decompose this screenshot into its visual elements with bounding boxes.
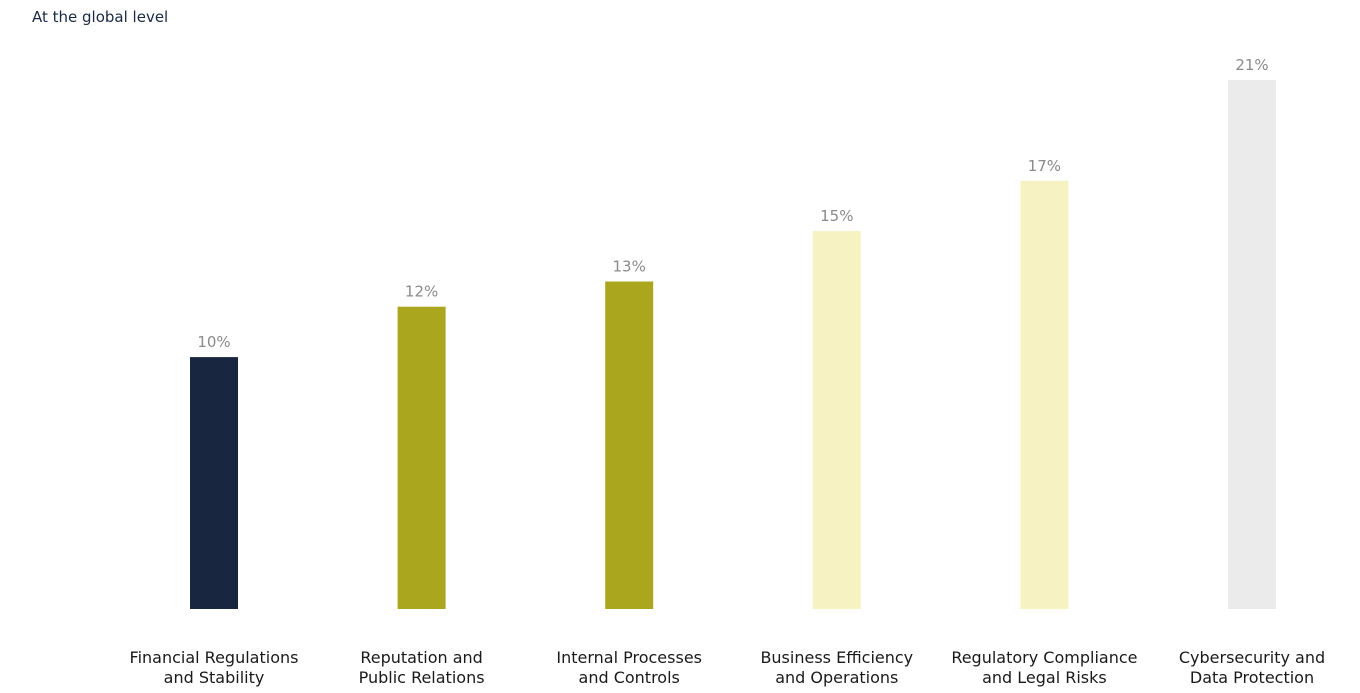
bar-2 <box>397 306 446 609</box>
value-label-2: 12% <box>405 283 438 301</box>
value-label-5: 17% <box>1028 157 1061 175</box>
bar-3 <box>605 281 654 609</box>
value-label-3: 13% <box>613 258 646 276</box>
category-label-6: Cybersecurity and Data Protection <box>1179 648 1325 687</box>
bar-1 <box>190 357 238 609</box>
category-label-3: Internal Processes and Controls <box>556 648 702 687</box>
category-label-line: Public Relations <box>359 668 485 687</box>
category-label-line: Reputation and <box>360 648 482 667</box>
value-label-4: 15% <box>820 207 853 225</box>
category-label-line: Financial Regulations <box>130 648 299 667</box>
value-labels-group: 10% 12% 13% 15% 17% 21% <box>197 56 1268 351</box>
category-label-5: Regulatory Compliance and Legal Risks <box>951 648 1137 687</box>
category-labels-group: Financial Regulations and Stability Reputa… <box>130 648 1326 687</box>
category-label-line: Internal Processes <box>556 648 702 667</box>
category-label-4: Business Efficiency and Operations <box>760 648 913 687</box>
chart-subtitle: At the global level <box>32 8 169 26</box>
bar-4 <box>812 231 861 609</box>
category-label-line: and Stability <box>164 668 265 687</box>
category-label-2: Reputation and Public Relations <box>359 648 485 687</box>
bar-5 <box>1020 180 1069 610</box>
category-label-line: and Operations <box>775 668 898 687</box>
category-label-line: and Controls <box>579 668 680 687</box>
value-label-1: 10% <box>197 333 230 351</box>
category-label-line: Regulatory Compliance <box>951 648 1137 667</box>
bars-group <box>190 80 1276 610</box>
category-label-line: Business Efficiency <box>760 648 913 667</box>
category-label-line: and Legal Risks <box>982 668 1107 687</box>
bar-6 <box>1228 80 1276 609</box>
value-label-6: 21% <box>1235 56 1268 74</box>
category-label-line: Data Protection <box>1190 668 1314 687</box>
category-label-1: Financial Regulations and Stability <box>130 648 299 687</box>
category-label-line: Cybersecurity and <box>1179 648 1325 667</box>
